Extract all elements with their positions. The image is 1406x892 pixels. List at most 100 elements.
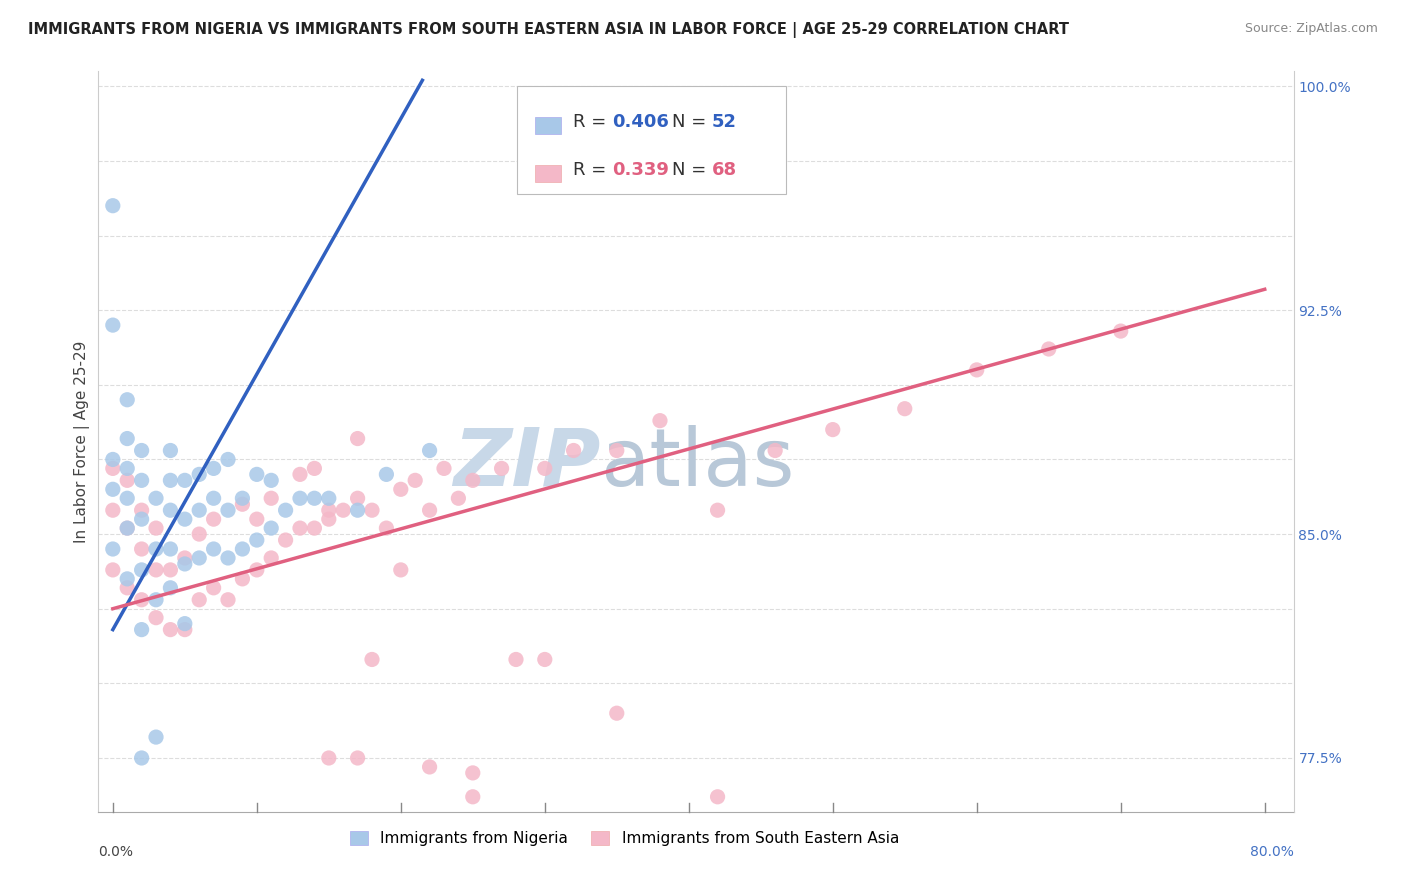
Point [304, 461, 326, 475]
Text: 52: 52 [711, 112, 737, 131]
Point [131, 623, 153, 637]
Point [115, 521, 138, 535]
Point [419, 443, 441, 458]
Text: atlas: atlas [600, 425, 794, 503]
Point [346, 503, 368, 517]
Point [318, 491, 340, 506]
Point [274, 533, 297, 547]
Point [304, 491, 326, 506]
Text: 0.0%: 0.0% [98, 845, 134, 859]
Point [821, 423, 844, 437]
Point [533, 461, 555, 475]
Point [131, 474, 153, 488]
Point [217, 452, 239, 467]
Point [318, 751, 340, 765]
Point [145, 491, 167, 506]
Point [115, 572, 138, 586]
Point [159, 474, 181, 488]
Point [131, 443, 153, 458]
Point [101, 503, 124, 517]
Point [231, 497, 253, 511]
Point [318, 512, 340, 526]
Point [375, 467, 398, 482]
Text: IMMIGRANTS FROM NIGERIA VS IMMIGRANTS FROM SOUTH EASTERN ASIA IN LABOR FORCE | A: IMMIGRANTS FROM NIGERIA VS IMMIGRANTS FR… [28, 22, 1069, 38]
Text: 68: 68 [711, 161, 737, 178]
Point [188, 527, 211, 541]
Point [101, 563, 124, 577]
Point [131, 503, 153, 517]
Point [145, 610, 167, 624]
Point [131, 512, 153, 526]
Point [246, 467, 269, 482]
Point [115, 491, 138, 506]
Point [346, 432, 368, 446]
Point [131, 751, 153, 765]
Point [763, 443, 786, 458]
Point [491, 461, 513, 475]
Point [115, 581, 138, 595]
Point [304, 521, 326, 535]
Point [706, 503, 728, 517]
Point [318, 503, 340, 517]
Point [202, 541, 225, 556]
Point [188, 467, 211, 482]
Point [101, 541, 124, 556]
Text: N =: N = [672, 161, 711, 178]
Point [173, 557, 195, 571]
Point [101, 452, 124, 467]
Point [260, 491, 283, 506]
Y-axis label: In Labor Force | Age 25-29: In Labor Force | Age 25-29 [73, 341, 90, 542]
Point [433, 461, 456, 475]
Point [288, 467, 311, 482]
Point [346, 751, 368, 765]
Point [1038, 342, 1060, 356]
Point [173, 512, 195, 526]
Point [260, 521, 283, 535]
Point [893, 401, 915, 416]
Point [246, 563, 269, 577]
Point [288, 491, 311, 506]
Point [260, 474, 283, 488]
Point [115, 461, 138, 475]
Point [217, 592, 239, 607]
Point [159, 581, 181, 595]
Point [447, 491, 470, 506]
Point [706, 789, 728, 804]
Text: 0.339: 0.339 [613, 161, 669, 178]
Point [231, 541, 253, 556]
FancyBboxPatch shape [534, 165, 561, 182]
Point [159, 541, 181, 556]
Point [231, 572, 253, 586]
Point [361, 503, 384, 517]
Point [131, 563, 153, 577]
Point [246, 512, 269, 526]
Point [131, 592, 153, 607]
Point [389, 483, 412, 497]
Point [246, 533, 269, 547]
Point [966, 363, 988, 377]
Point [173, 474, 195, 488]
Text: Source: ZipAtlas.com: Source: ZipAtlas.com [1244, 22, 1378, 36]
Point [361, 652, 384, 666]
Point [606, 706, 628, 721]
Point [346, 491, 368, 506]
Point [115, 392, 138, 407]
Point [115, 474, 138, 488]
Point [173, 616, 195, 631]
Point [159, 503, 181, 517]
Point [145, 521, 167, 535]
Point [188, 592, 211, 607]
FancyBboxPatch shape [517, 87, 786, 194]
Point [274, 503, 297, 517]
Point [505, 652, 527, 666]
Point [145, 730, 167, 744]
Point [101, 318, 124, 332]
Point [159, 443, 181, 458]
Point [202, 581, 225, 595]
Point [533, 652, 555, 666]
Point [115, 521, 138, 535]
Point [145, 592, 167, 607]
Point [145, 541, 167, 556]
Point [461, 789, 484, 804]
Point [461, 474, 484, 488]
